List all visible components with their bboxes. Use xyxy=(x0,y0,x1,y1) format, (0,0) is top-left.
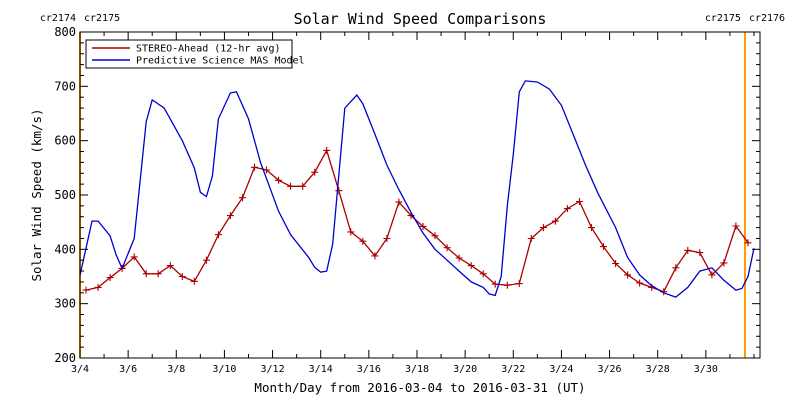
data-point-marker xyxy=(178,273,186,280)
data-point-marker xyxy=(239,194,246,202)
data-point-marker xyxy=(588,224,595,232)
data-point-marker xyxy=(527,235,535,242)
carrington-label: cr2174 xyxy=(40,13,76,24)
data-point-marker xyxy=(214,231,222,239)
data-point-marker xyxy=(744,239,752,247)
data-point-marker xyxy=(82,286,90,294)
legend-box xyxy=(85,39,293,69)
data-point-marker xyxy=(202,256,210,264)
plot-frame xyxy=(79,31,761,359)
x-tick-label: 3/24 xyxy=(549,364,573,375)
y-tick-label: 500 xyxy=(54,188,76,202)
x-tick-label: 3/4 xyxy=(71,364,89,375)
data-point-marker xyxy=(491,280,499,288)
x-tick-label: 3/20 xyxy=(453,364,477,375)
data-point-marker xyxy=(419,223,427,230)
data-point-marker xyxy=(503,281,511,289)
x-tick-label: 3/6 xyxy=(119,364,137,375)
data-point-marker xyxy=(371,252,379,260)
data-point-marker xyxy=(275,176,283,184)
series-line-2 xyxy=(79,80,755,298)
data-point-marker xyxy=(551,217,559,225)
y-tick-label: 800 xyxy=(54,25,76,39)
data-point-marker xyxy=(672,264,680,272)
x-tick-label: 3/8 xyxy=(167,364,185,375)
data-point-marker xyxy=(600,243,607,251)
chart-title: Solar Wind Speed Comparisons xyxy=(294,10,547,28)
data-point-marker xyxy=(226,212,234,220)
data-point-marker xyxy=(539,224,547,232)
x-tick-label: 3/26 xyxy=(598,364,622,375)
x-tick-label: 3/16 xyxy=(357,364,381,375)
data-point-marker xyxy=(720,259,728,267)
data-point-marker xyxy=(612,260,620,267)
data-point-marker xyxy=(467,262,475,270)
x-tick-label: 3/10 xyxy=(212,364,236,375)
data-point-marker xyxy=(515,280,523,288)
x-tick-label: 3/22 xyxy=(501,364,525,375)
data-point-marker xyxy=(299,182,307,190)
y-tick-label: 300 xyxy=(54,297,76,311)
data-point-marker xyxy=(455,254,463,262)
data-point-marker xyxy=(106,274,114,282)
data-point-marker xyxy=(443,244,451,252)
data-point-marker xyxy=(684,246,692,254)
axes: 200 300 400 500 600 700 800 3/4 3/6 3/8 3/10 3/12 3/… xyxy=(54,25,761,375)
x-tick-label: 3/12 xyxy=(261,364,285,375)
x-tick-label: 3/18 xyxy=(405,364,429,375)
data-point-marker xyxy=(311,168,319,176)
data-point-marker xyxy=(576,198,583,205)
y-tick-label: 700 xyxy=(54,79,76,93)
data-point-marker xyxy=(287,182,295,190)
data-point-marker xyxy=(335,187,343,195)
data-point-marker xyxy=(479,270,487,278)
series-line-1 xyxy=(85,148,749,293)
data-point-marker xyxy=(166,262,174,270)
data-point-marker xyxy=(154,270,162,278)
y-tick-label: 600 xyxy=(54,134,76,148)
data-point-marker xyxy=(383,235,391,242)
carrington-label: cr2175 xyxy=(705,13,741,24)
data-point-marker xyxy=(431,232,439,240)
y-tick-label: 400 xyxy=(54,242,76,256)
data-point-marker xyxy=(94,283,102,291)
carrington-label: cr2175 xyxy=(84,13,120,24)
data-point-marker xyxy=(708,271,716,279)
legend-label: Predictive Science MAS Model xyxy=(136,56,305,67)
data-point-marker xyxy=(636,279,644,287)
data-point-marker xyxy=(190,277,198,285)
data-point-marker xyxy=(624,271,632,279)
x-tick-label: 3/14 xyxy=(309,364,333,375)
data-point-marker xyxy=(347,228,355,236)
carrington-label: cr2176 xyxy=(749,13,785,24)
data-point-marker xyxy=(696,249,704,257)
data-point-marker xyxy=(563,205,571,213)
data-point-marker xyxy=(251,163,258,171)
x-axis-label: Month/Day from 2016-03-04 to 2016-03-31 … xyxy=(254,380,585,395)
data-point-marker xyxy=(323,146,331,154)
legend: STEREO-Ahead (12-hr avg)Predictive Scien… xyxy=(85,39,305,69)
data-point-marker xyxy=(142,270,150,278)
data-point-marker xyxy=(130,253,138,261)
legend-label: STEREO-Ahead (12-hr avg) xyxy=(136,44,281,55)
data-point-marker xyxy=(359,237,367,245)
x-tick-label: 3/28 xyxy=(646,364,670,375)
y-axis-label: Solar Wind Speed (km/s) xyxy=(29,108,44,281)
x-tick-label: 3/30 xyxy=(694,364,718,375)
data-point-marker xyxy=(263,166,270,174)
y-tick-label: 200 xyxy=(54,351,76,365)
data-point-marker xyxy=(732,222,740,230)
series-layer xyxy=(79,80,755,298)
data-point-marker xyxy=(395,198,403,206)
